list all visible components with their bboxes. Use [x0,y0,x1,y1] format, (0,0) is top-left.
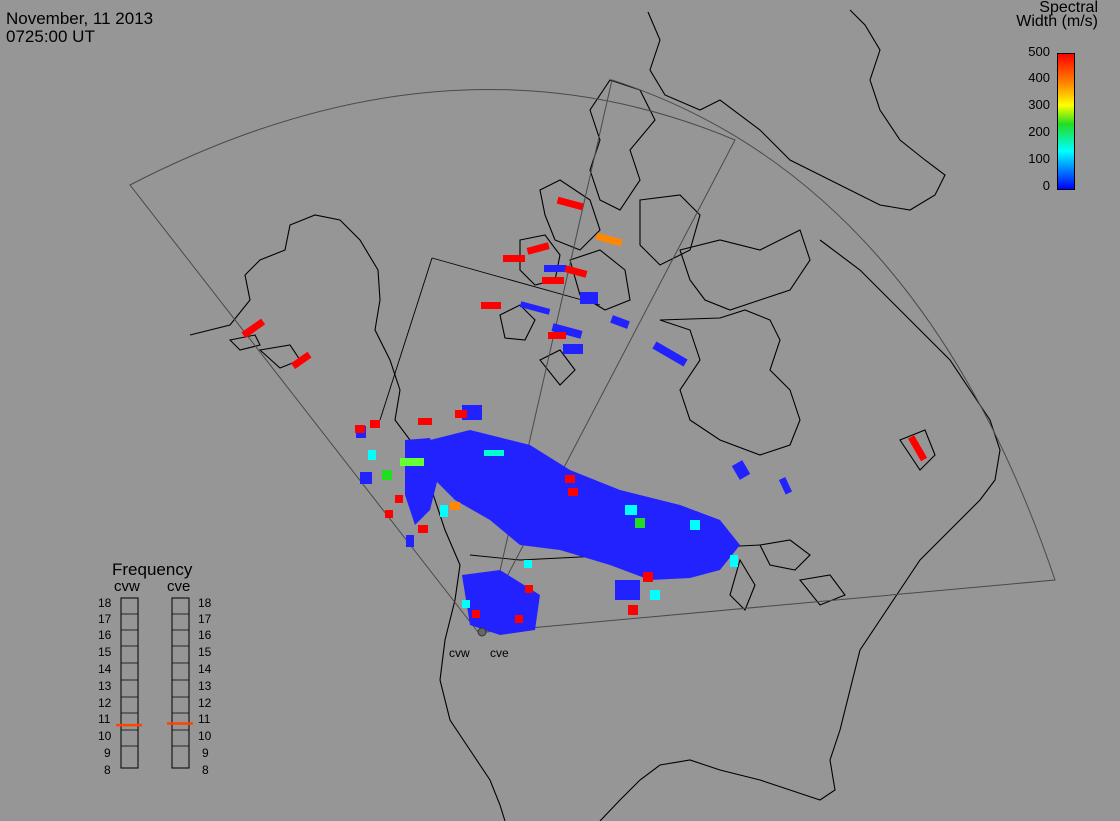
frequency-tick: 18 [98,596,112,610]
frequency-tick: 11 [98,712,111,726]
echo-cell [525,585,533,593]
date-label: November, 11 2013 [6,9,154,28]
echo-near-field [462,570,540,635]
echo-cell [580,292,598,304]
frequency-tick: 9 [202,746,209,760]
frequency-tick: 16 [198,628,212,642]
colorbar-tick: 200 [1028,124,1050,139]
echo-cell [382,470,392,480]
radar-site-label-cve: cve [490,646,509,660]
echo-cell [690,520,700,530]
colorbar-title-line1: Spectral [1039,0,1098,16]
echo-cell [515,615,523,623]
echo-cell [418,418,432,425]
echo-cell [568,488,578,496]
echo-cell [908,435,928,462]
frequency-tick: 17 [198,612,212,626]
echo-cell [564,265,588,278]
frequency-tick: 14 [98,662,112,676]
echo-cell [643,572,653,582]
field-of-view [129,79,1056,633]
frequency-tick: 8 [202,763,209,777]
frequency-tick: 9 [104,746,111,760]
echo-cell [355,425,365,433]
echo-cell [472,610,480,618]
frequency-tick: 16 [98,628,112,642]
echo-band-main [430,430,740,580]
echo-cell [778,477,793,495]
echo-cell [615,580,640,600]
coastlines [189,9,1001,821]
echo-cell [526,242,550,255]
echo-cell [503,255,525,262]
echo-cell [241,318,266,339]
echo-cell [400,458,424,466]
echo-cell [455,410,467,418]
echo-cell [544,265,566,272]
echo-cell [481,302,501,309]
echo-cell [440,505,448,517]
echo-cell [385,510,393,518]
echo-cell [450,502,460,510]
frequency-tick: 12 [98,696,112,710]
frequency-box-cvw [120,597,139,769]
echo-cell [291,351,312,370]
colorbar-tick: 300 [1028,97,1050,112]
echo-cell [524,560,532,568]
frequency-tick: 12 [198,696,212,710]
echo-cell [548,332,566,339]
time-label: 0725:00 UT [6,27,95,46]
echo-cell [370,420,380,428]
frequency-column-cve: cve [167,578,191,595]
echo-cell [730,555,738,567]
frequency-tick: 18 [198,596,212,610]
echo-cell [551,323,583,339]
frequency-tick: 17 [98,612,112,626]
frequency-tick: 10 [198,729,212,743]
echo-cell [565,475,575,483]
echo-cell [519,301,551,315]
echo-cell [610,315,630,329]
echo-cell [542,277,564,284]
echo-cell [595,232,623,247]
colorbar-tick: 100 [1028,151,1050,166]
frequency-gridlines [121,613,189,747]
echo-cell [368,450,376,460]
echo-cell [650,590,660,600]
frequency-tick: 13 [98,679,112,693]
frequency-column-cvw: cvw [114,578,140,595]
colorbar-tick: 0 [1042,178,1050,193]
echo-cell [360,472,372,484]
frequency-tick: 11 [198,712,211,726]
echo-cell [652,341,688,367]
frequency-title: Frequency [112,560,193,579]
echo-cell [731,460,751,480]
frequency-tick: 15 [198,645,212,659]
radar-site-marker [477,627,487,637]
echo-cell [484,450,504,456]
frequency-tick: 8 [104,763,111,777]
frequency-tick: 13 [198,679,212,693]
frequency-tick: 15 [98,645,112,659]
echo-cell [406,535,414,547]
frequency-tick: 10 [98,729,112,743]
echo-cell [462,600,470,608]
echo-cell [395,495,403,503]
echo-cell [418,525,428,533]
colorbar-tick: 500 [1028,44,1050,59]
frequency-boxes [120,597,190,769]
radar-site-label-cvw: cvw [449,646,470,660]
colorbar [1057,53,1075,190]
colorbar-tick: 400 [1028,70,1050,85]
colorbar-title-line2: Width (m/s) [1016,13,1098,30]
echo-cell [556,196,584,211]
echo-cell [635,518,645,528]
frequency-tick: 14 [198,662,212,676]
echo-cell [628,605,638,615]
frequency-box-cve [171,597,190,769]
echo-cell [563,344,583,354]
echo-cell [625,505,637,515]
radar-echoes [241,196,928,635]
